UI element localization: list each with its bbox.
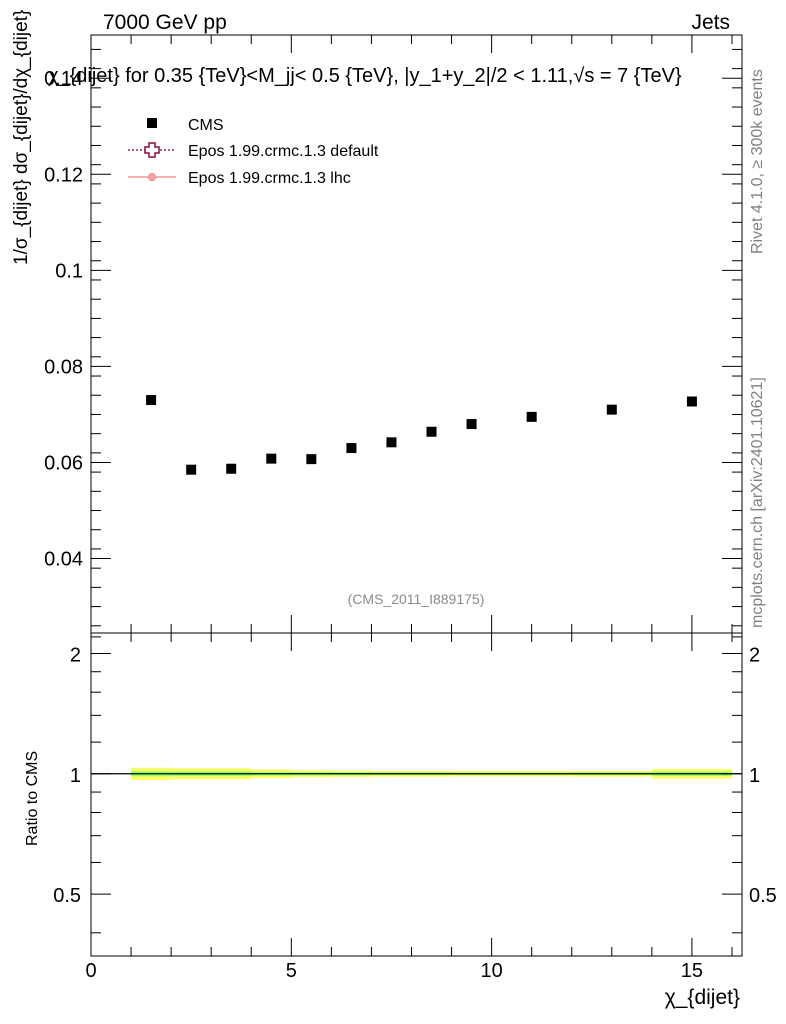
ratio-uncertainty-band — [91, 767, 742, 780]
x-tick-label: 0 — [85, 960, 96, 982]
cms-data-point — [146, 395, 157, 406]
ratio-ticks: 0.5 0.5 1 1 2 2 — [53, 636, 777, 934]
rivet-label: Rivet 4.1.0, ≥ 300k events — [749, 69, 766, 254]
x-ticks: 0 5 10 15 — [85, 35, 733, 982]
x-tick-label: 5 — [286, 960, 297, 982]
cms-data-point — [226, 463, 237, 474]
main-y-tick-label: 0.04 — [44, 549, 83, 571]
x-axis-label: χ_{dijet} — [665, 986, 740, 1009]
legend-marker-epos-default — [144, 142, 160, 158]
ratio-y-tick-label: 1 — [70, 765, 81, 787]
ratio-y-tick-label: 0.5 — [53, 885, 81, 907]
cms-data-point — [686, 396, 697, 407]
ratio-y-tick-label: 2 — [70, 644, 81, 666]
ratio-y-axis-label: Ratio to CMS — [24, 751, 41, 846]
ratio-y-tick-label-right: 1 — [749, 765, 760, 787]
main-y-axis-label: 1/σ_{dijet} dσ_{dijet}/dχ_{dijet} — [11, 10, 32, 265]
legend-label-epos-lhc: Epos 1.99.crmc.1.3 lhc — [188, 170, 351, 187]
legend-marker-cms — [147, 118, 157, 128]
legend-marker-epos-lhc — [148, 173, 156, 181]
ratio-y-tick-label-right: 2 — [749, 644, 760, 666]
legend-label-cms: CMS — [188, 117, 224, 134]
cms-data-point — [466, 419, 477, 430]
header-right: Jets — [691, 11, 730, 34]
legend: CMS Epos 1.99.crmc.1.3 default Epos 1.99… — [128, 117, 379, 187]
legend-label-epos-default: Epos 1.99.crmc.1.3 default — [188, 143, 379, 160]
cms-data-point — [266, 453, 277, 464]
mcplots-label: mcplots.cern.ch [arXiv:2401.10621] — [749, 377, 766, 628]
analysis-annotation: (CMS_2011_I889175) — [348, 591, 485, 607]
main-y-tick-label: 0.06 — [44, 452, 83, 474]
main-y-tick-label: 0.1 — [55, 260, 83, 282]
ratio-y-tick-label-right: 0.5 — [749, 885, 777, 907]
cms-points — [146, 395, 697, 475]
x-tick-label: 10 — [480, 960, 502, 982]
header-left: 7000 GeV pp — [103, 11, 227, 34]
cms-data-point — [526, 411, 537, 422]
main-y-tick-label: 0.12 — [44, 164, 83, 186]
cms-data-point — [386, 437, 397, 448]
ratio-panel-frame — [90, 632, 743, 957]
plot-title: χ_{dijet} for 0.35 {TeV}<M_jj< 0.5 {TeV}… — [48, 65, 682, 87]
cms-data-point — [306, 454, 317, 465]
main-y-tick-label: 0.08 — [44, 356, 83, 378]
cms-data-point — [606, 404, 617, 415]
cms-data-point — [186, 464, 197, 475]
cms-data-point — [426, 426, 437, 437]
cms-data-point — [346, 443, 357, 454]
main-y-tick-label: 0.14 — [44, 68, 83, 90]
main-y-ticks: 0.04 0.06 0.08 0.1 0.12 0.14 — [44, 48, 742, 627]
x-tick-label: 15 — [681, 960, 703, 982]
